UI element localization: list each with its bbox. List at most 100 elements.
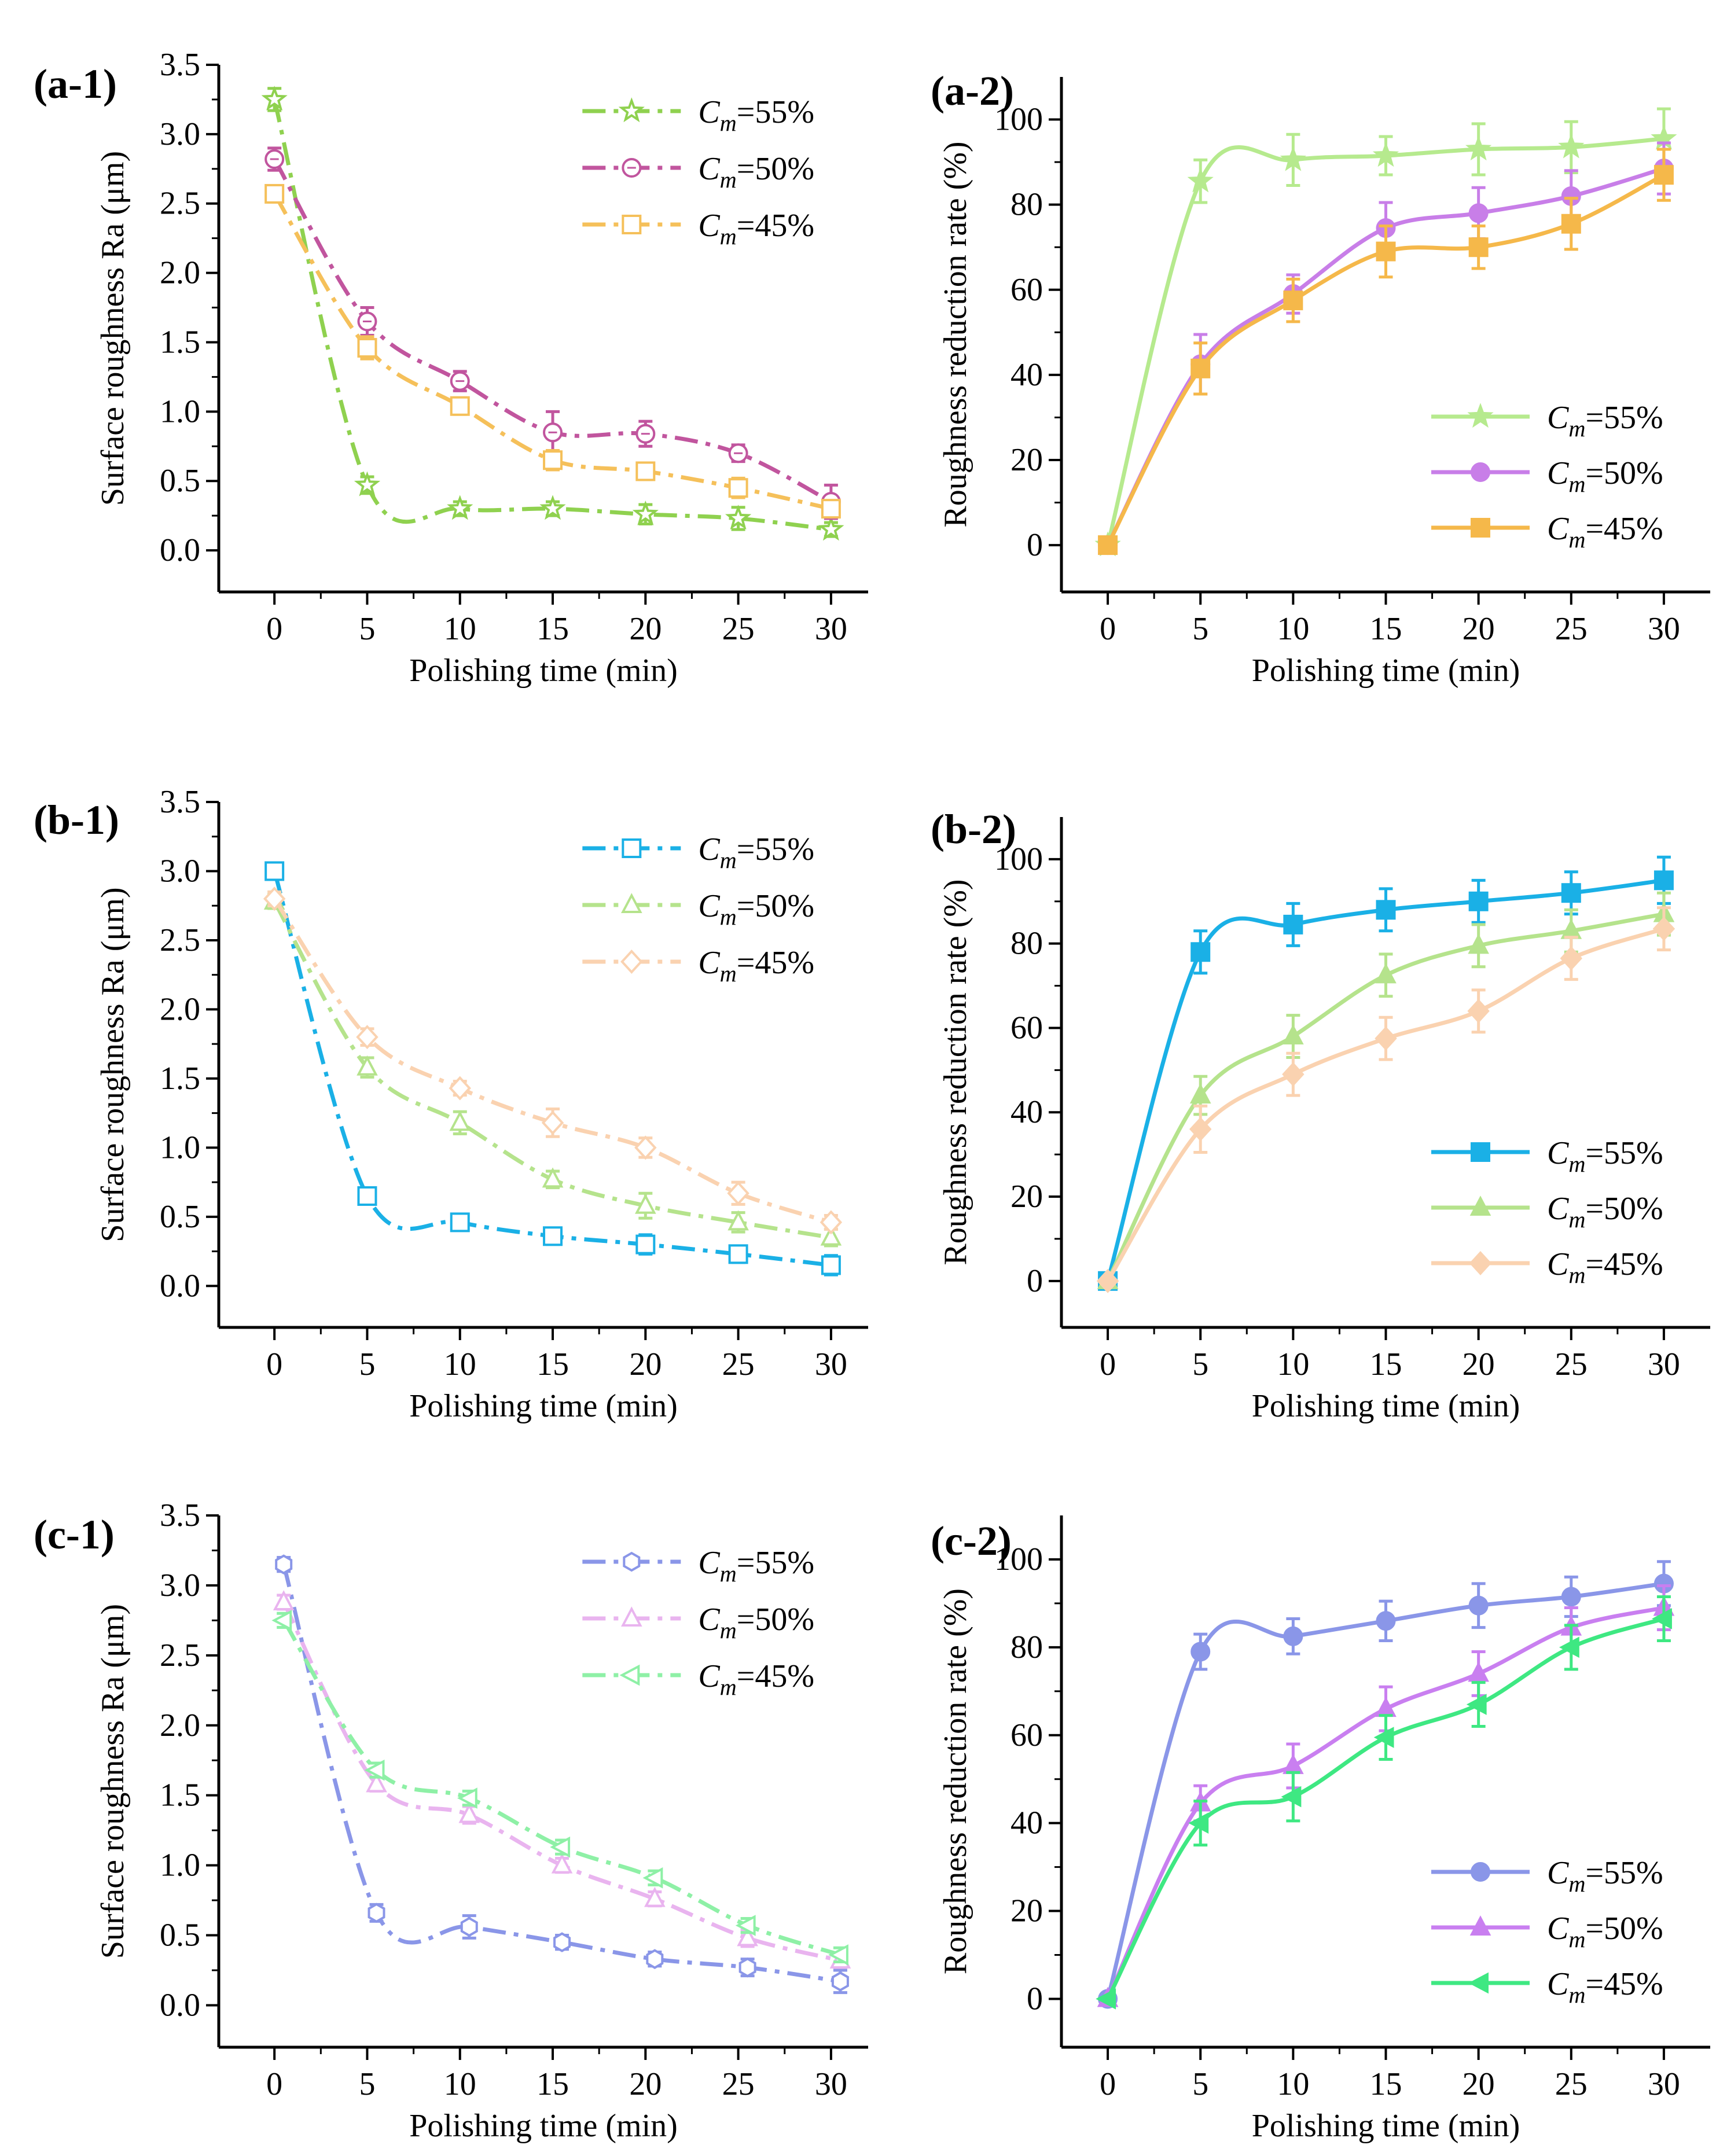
x-tick-label: 25 <box>1555 2066 1588 2102</box>
legend-entry: Cm=50% <box>582 888 814 930</box>
legend-marker <box>1469 1251 1492 1275</box>
data-point <box>551 1853 573 1874</box>
x-tick-label: 5 <box>359 1346 375 1382</box>
x-tick-label: 10 <box>1277 611 1309 647</box>
data-point <box>735 1915 756 1936</box>
series-C_m=50% <box>264 146 841 520</box>
legend-label: Cm=45% <box>1547 1246 1663 1288</box>
data-point <box>1283 1626 1303 1646</box>
y-tick-label: 0.5 <box>160 463 200 499</box>
y-tick-label: 40 <box>1011 1805 1043 1841</box>
legend-marker <box>1470 1862 1490 1882</box>
data-point <box>1281 1786 1302 1808</box>
x-axis-title: Polishing time (min) <box>409 2108 678 2144</box>
data-point <box>450 396 470 416</box>
series-line <box>1105 878 1664 1282</box>
y-tick-label: 1.5 <box>160 324 200 360</box>
legend-label: Cm=50% <box>698 888 814 930</box>
x-tick-label: 0 <box>266 611 282 647</box>
data-point <box>1188 1812 1209 1834</box>
legend-marker <box>621 893 642 913</box>
legend-label: Cm=50% <box>1547 455 1663 497</box>
data-point <box>357 1186 377 1206</box>
panel-label-b-2: (b-2) <box>931 806 1016 852</box>
legend-c: C <box>698 832 720 867</box>
legend-marker <box>619 1664 640 1686</box>
y-tick-label: 3.0 <box>160 853 200 889</box>
data-point <box>550 1836 571 1858</box>
y-tick-label: 2.0 <box>160 255 200 291</box>
x-tick-label: 20 <box>1463 2066 1495 2102</box>
legend-label: Cm=45% <box>698 208 814 249</box>
data-point <box>364 1759 385 1781</box>
x-tick-label: 0 <box>1100 611 1116 647</box>
x-tick-label: 10 <box>444 611 476 647</box>
legend-value: =45% <box>737 208 814 244</box>
data-point <box>357 338 377 358</box>
data-point <box>264 183 285 204</box>
legend-label: Cm=55% <box>698 832 814 873</box>
chart-c-1: (c-1) 0 5 10 15 20 25 30 0.0 0.5 1.0 1.5 2.0 2.5 3.0 3.… <box>34 1498 868 2144</box>
legend-marker <box>621 1606 642 1627</box>
data-point <box>1468 933 1489 954</box>
data-point <box>1468 203 1489 223</box>
y-tick-label: 0.5 <box>160 1918 200 1953</box>
legend-value: =45% <box>1585 511 1663 547</box>
data-point <box>1653 870 1674 891</box>
data-point <box>356 1025 379 1050</box>
data-point <box>725 505 752 530</box>
legend-label: Cm=45% <box>698 1658 814 1700</box>
x-tick-label: 10 <box>444 2066 476 2102</box>
data-point <box>541 1110 564 1135</box>
legend-label: Cm=50% <box>698 1602 814 1643</box>
y-tick-label: 2.5 <box>160 922 200 958</box>
data-point <box>1653 165 1674 185</box>
x-tick-label: 5 <box>359 611 375 647</box>
legend-sub: m <box>720 223 737 249</box>
data-point <box>634 1135 657 1160</box>
chart-c-2: (c-2) 0 5 10 15 20 25 30 0 20 40 60 80 100 Polishing t… <box>931 1515 1710 2144</box>
data-point <box>368 1903 385 1923</box>
data-point <box>738 1957 756 1978</box>
x-axis-title: Polishing time (min) <box>1252 653 1520 689</box>
y-tick-label: 20 <box>1011 1893 1043 1929</box>
x-tick-label: 0 <box>266 1346 282 1382</box>
data-point <box>1283 290 1303 311</box>
legend-value: =45% <box>737 945 814 981</box>
data-point <box>1096 1268 1119 1293</box>
x-tick-label: 30 <box>1648 1346 1680 1382</box>
x-tick-label: 25 <box>722 611 755 647</box>
x-axis-title: Polishing time (min) <box>409 653 678 689</box>
data-point <box>1558 133 1585 159</box>
data-point <box>263 886 286 911</box>
y-tick-label: 100 <box>994 841 1043 877</box>
y-axis-title: Roughness reduction rate (%) <box>938 141 973 527</box>
series-C_m=45% <box>1096 1595 1672 2010</box>
series-line <box>1105 137 1664 546</box>
y-tick-label: 1.5 <box>160 1778 200 1813</box>
legend-c: C <box>1547 511 1569 547</box>
data-point <box>1376 900 1396 920</box>
legend-c: C <box>698 1545 720 1581</box>
legend-sub: m <box>720 167 737 193</box>
legend-marker <box>622 838 642 858</box>
x-tick-label: 30 <box>1648 611 1680 647</box>
chart-a-2: (a-2) 0 5 10 15 20 25 30 0 20 40 60 80 100 Polishing t… <box>931 68 1710 689</box>
series-C_m=45% <box>264 183 841 519</box>
data-point <box>1098 535 1118 555</box>
x-tick-label: 0 <box>1100 2066 1116 2102</box>
data-point <box>366 1772 387 1793</box>
legend-sub: m <box>720 1674 737 1700</box>
data-point <box>1190 358 1211 378</box>
legend-c: C <box>698 208 720 244</box>
legend-sub: m <box>1568 471 1585 497</box>
legend-entry: Cm=50% <box>1431 1191 1663 1232</box>
legend-value: =50% <box>1585 1911 1663 1947</box>
y-tick-label: 0.0 <box>160 1987 200 2023</box>
data-point <box>543 450 563 470</box>
data-point <box>1561 1587 1581 1607</box>
data-point <box>728 478 748 498</box>
data-point <box>1190 942 1211 962</box>
legend-sub: m <box>1568 1982 1585 2008</box>
data-point <box>271 1610 292 1631</box>
